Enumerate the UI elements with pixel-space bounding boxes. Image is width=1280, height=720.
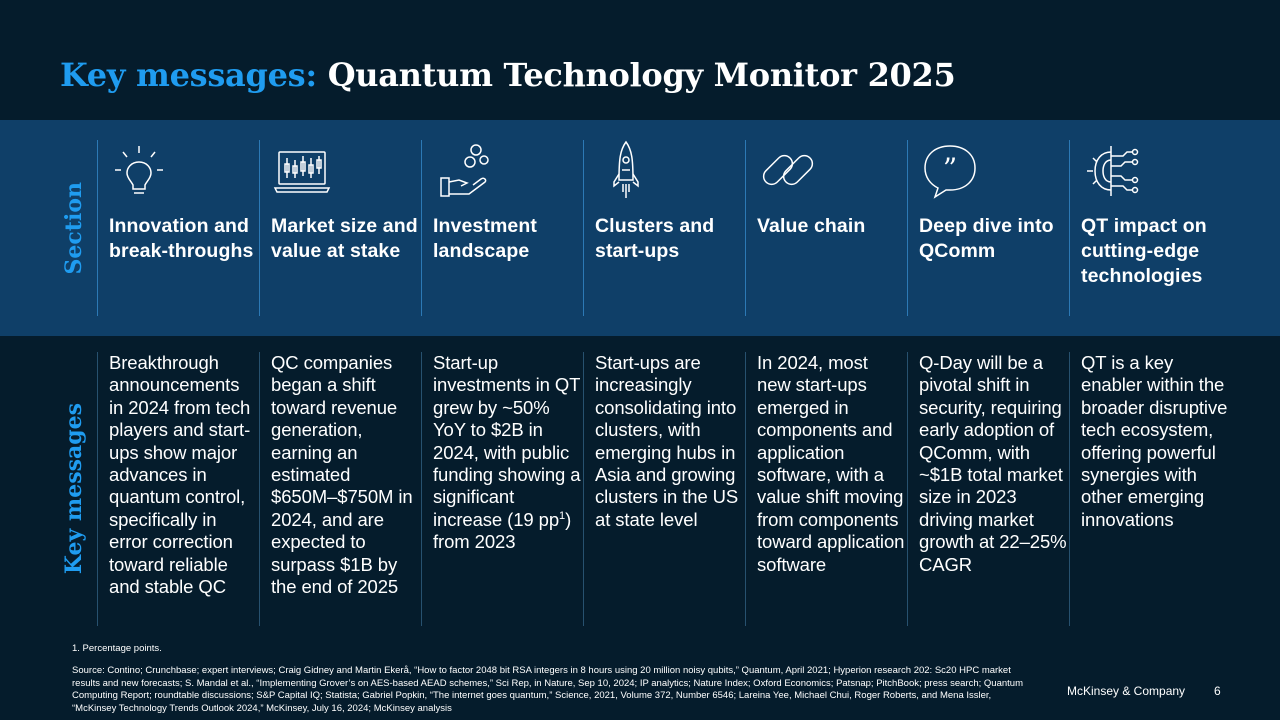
section-value-chain: Value chain — [745, 140, 905, 316]
row-label-key-messages: Key messages — [61, 403, 87, 575]
title-main: Quantum Technology Monitor 2025 — [327, 56, 956, 94]
key-message-qcomm: Q-Day will be a pivotal shift in securit… — [907, 352, 1067, 626]
section-title: Value chain — [757, 215, 866, 237]
key-message-text: Start-up investments in QT grew by ~50% … — [433, 352, 581, 554]
key-message-text: QT is a key enabler within the broader d… — [1081, 352, 1228, 530]
key-message-clusters: Start-ups are increasingly consolidating… — [583, 352, 743, 626]
lightbulb-icon — [109, 140, 163, 202]
rocket-icon — [595, 140, 647, 202]
brand-name: McKinsey & Company — [1067, 684, 1186, 698]
key-message-innovation: Breakthrough announcements in 2024 from … — [97, 352, 257, 626]
svg-text:”: ” — [943, 152, 957, 185]
section-market-size: Market size and value at stake — [259, 140, 419, 316]
section-clusters: Clusters and start-ups — [583, 140, 743, 316]
footnote: 1. Percentage points. — [72, 643, 162, 654]
key-message-text-post: ) from 2023 — [433, 508, 572, 553]
section-qcomm: ” Deep dive into QComm — [907, 140, 1067, 316]
section-title: Clusters and start-ups — [595, 215, 715, 262]
key-message-text: Start-ups are increasingly consolidating… — [595, 352, 739, 530]
hand-coins-icon — [433, 140, 489, 202]
quote-bubble-icon: ” — [919, 140, 976, 202]
section-investment: Investment landscape — [421, 140, 581, 316]
section-qt-impact: QT impact on cutting-edge technologies — [1069, 140, 1229, 316]
laptop-chart-icon — [271, 140, 331, 202]
key-message-text: In 2024, most new start-ups emerged in c… — [757, 352, 905, 575]
section-band — [0, 120, 1280, 336]
key-message-text: Q-Day will be a pivotal shift in securit… — [919, 352, 1067, 575]
circuit-gear-icon — [1081, 140, 1139, 202]
key-message-text: Breakthrough announcements in 2024 from … — [109, 352, 251, 598]
key-message-text: QC companies began a shift toward revenu… — [271, 352, 413, 598]
page-number: 6 — [1214, 684, 1221, 698]
section-title: Investment landscape — [433, 215, 537, 262]
chain-link-icon — [757, 140, 814, 202]
key-message-market-size: QC companies began a shift toward revenu… — [259, 352, 419, 626]
row-label-section: Section — [61, 181, 87, 275]
section-title: QT impact on cutting-edge technologies — [1081, 215, 1207, 287]
section-title: Deep dive into QComm — [919, 215, 1054, 262]
key-message-value-chain: In 2024, most new start-ups emerged in c… — [745, 352, 905, 626]
key-message-investment: Start-up investments in QT grew by ~50% … — [421, 352, 581, 626]
section-title: Market size and value at stake — [271, 215, 418, 262]
footnote-marker: 1 — [559, 509, 566, 522]
key-message-text-pre: Start-up investments in QT grew by ~50% … — [433, 352, 581, 530]
key-message-qt-impact: QT is a key enabler within the broader d… — [1069, 352, 1229, 626]
title-accent: Key messages: — [60, 56, 317, 94]
page-title: Key messages: Quantum Technology Monitor… — [60, 56, 956, 94]
section-title: Innovation and break-throughs — [109, 215, 254, 262]
section-innovation: Innovation and break-throughs — [97, 140, 257, 316]
source-note: Source: Contino; Crunchbase; expert inte… — [72, 665, 1023, 714]
